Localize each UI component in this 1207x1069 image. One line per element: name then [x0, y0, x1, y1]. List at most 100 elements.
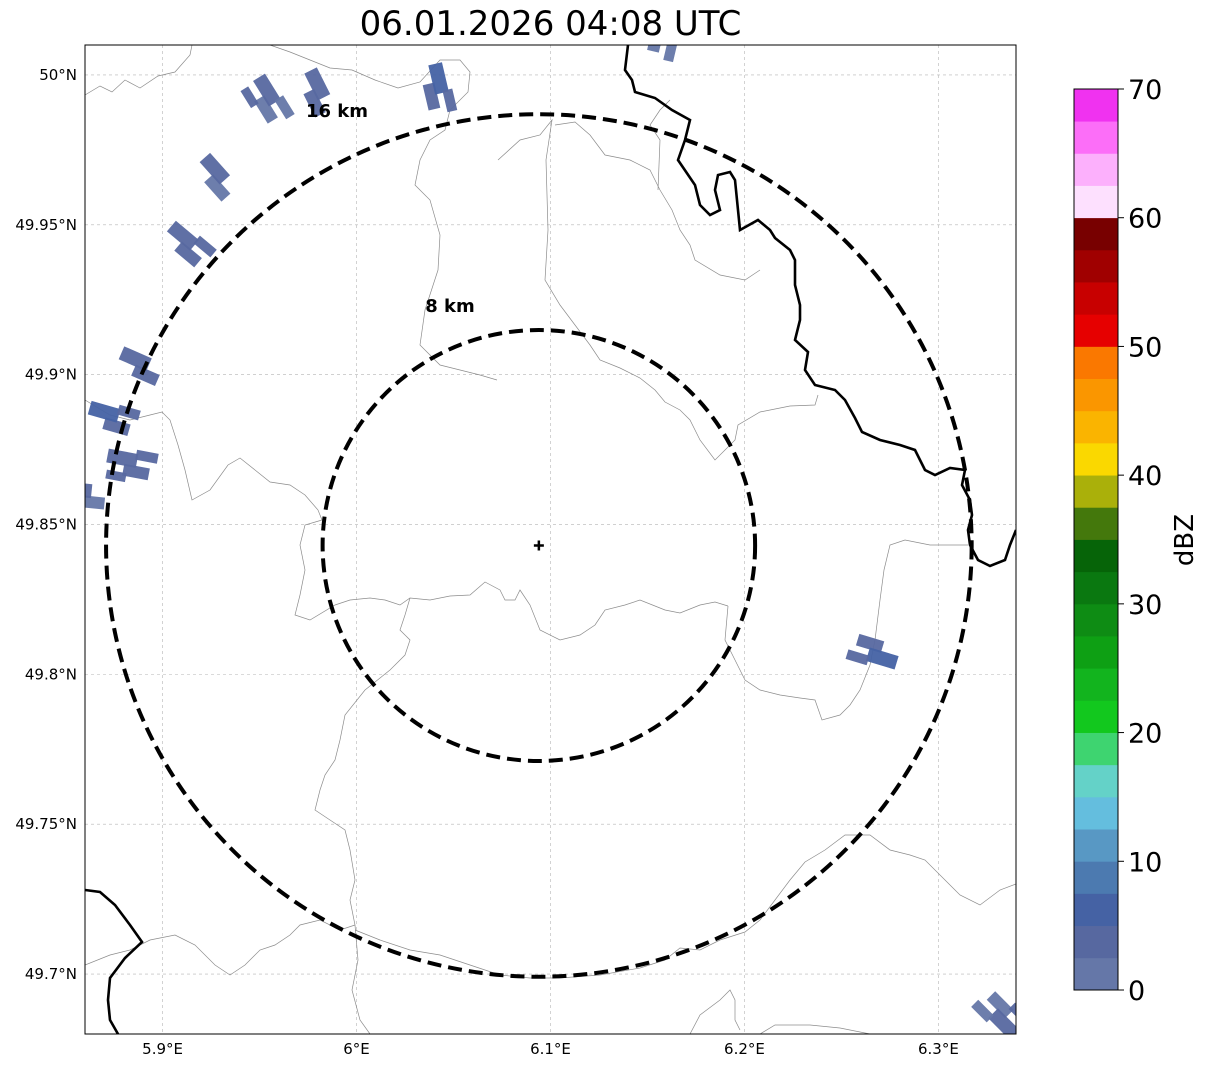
boundary-line	[649, 99, 671, 191]
range-ring-label-8km: 8 km	[425, 296, 475, 317]
lon-tick-label: 6°E	[343, 1040, 370, 1058]
echo-gate	[442, 88, 458, 113]
colorbar-segment	[1074, 539, 1118, 573]
colorbar-segment	[1074, 764, 1118, 798]
colorbar-tick-label: 50	[1128, 332, 1162, 363]
echo-gate	[166, 220, 199, 251]
map-frame	[84, 44, 1017, 1035]
colorbar-segment	[1074, 282, 1118, 315]
echo-gate	[303, 88, 326, 118]
colorbar-segment	[1074, 603, 1118, 637]
echo-gate	[274, 95, 295, 120]
echo-gate	[254, 95, 278, 124]
lon-tick-label: 6.3°E	[918, 1040, 959, 1058]
echo-gate	[240, 86, 259, 109]
border-line-east	[623, 45, 1016, 568]
colorbar-segment	[1074, 668, 1118, 701]
echo-gate	[971, 999, 994, 1023]
echo-gate	[865, 647, 899, 670]
colorbar-segment	[1074, 700, 1118, 733]
colorbar-segment	[1074, 314, 1118, 347]
latitude-tick-labels: 50°N 49.95°N 49.9°N 49.85°N 49.8°N 49.75°N 49.…	[15, 66, 77, 983]
lat-tick-label: 50°N	[39, 66, 77, 84]
colorbar-segment	[1074, 378, 1118, 412]
colorbar-tick-label: 0	[1128, 976, 1145, 1007]
colorbar-segment	[1074, 346, 1118, 380]
boundary-line	[554, 121, 761, 281]
radar-echo	[422, 62, 458, 113]
echo-gate	[135, 449, 159, 464]
boundary-line	[724, 539, 968, 721]
radar-echo	[166, 220, 217, 268]
lat-tick-label: 49.85°N	[15, 516, 77, 534]
boundary-line	[269, 45, 498, 381]
commune-boundaries	[85, 45, 1016, 1034]
national-borders	[85, 45, 1016, 1034]
lat-tick-label: 49.75°N	[15, 815, 77, 833]
radar-echoes	[85, 8, 1016, 1034]
echo-gate	[122, 463, 150, 481]
colorbar-tick-label: 60	[1128, 204, 1162, 235]
colorbar-tick-label: 40	[1128, 461, 1162, 492]
colorbar-segment	[1074, 185, 1118, 219]
echo-gate	[85, 494, 106, 510]
echo-gate	[87, 400, 121, 423]
radar-echo	[646, 8, 680, 63]
radar-echo	[118, 346, 160, 387]
colorbar-segment	[1074, 410, 1118, 444]
colorbar-segment	[1074, 861, 1118, 894]
echo-gate	[988, 1008, 1016, 1034]
boundary-line	[85, 45, 193, 96]
colorbar-segment	[1074, 507, 1118, 540]
echo-gate	[646, 8, 659, 30]
lat-tick-label: 49.95°N	[15, 216, 77, 234]
radar-echo	[971, 991, 1016, 1034]
colorbar-segment	[1074, 475, 1118, 508]
lon-tick-label: 6.1°E	[530, 1040, 571, 1058]
boundary-line	[294, 519, 729, 641]
longitude-tick-labels: 5.9°E 6°E 6.1°E 6.2°E 6.3°E	[142, 1040, 959, 1058]
colorbar-tick-label: 30	[1128, 590, 1162, 621]
lat-tick-label: 49.8°N	[25, 665, 77, 683]
radar-echo	[85, 481, 106, 510]
echo-gate	[199, 152, 231, 185]
colorbar-segment	[1074, 796, 1118, 830]
echo-gate	[118, 346, 152, 372]
lat-tick-label: 49.9°N	[25, 366, 77, 384]
range-ring	[104, 112, 974, 979]
echo-gate	[986, 991, 1014, 1019]
colorbar-segment	[1074, 893, 1118, 927]
echo-gate	[845, 649, 870, 666]
colorbar-segment	[1074, 636, 1118, 669]
range-ring	[320, 328, 758, 763]
colorbar-segment	[1074, 957, 1118, 991]
lon-tick-label: 5.9°E	[142, 1040, 183, 1058]
echo-gate	[304, 67, 331, 101]
radar-echo	[199, 152, 231, 202]
echo-gate	[647, 45, 665, 53]
colorbar-segment	[1074, 442, 1118, 476]
map-title: 06.01.2026 04:08 UTC	[359, 4, 742, 44]
colorbar-segment	[1074, 925, 1118, 959]
colorbar-label: dBZ	[1170, 514, 1200, 566]
colorbar-tick-label: 70	[1128, 75, 1162, 106]
boundary-line	[689, 989, 741, 1034]
colorbar-segment	[1074, 89, 1118, 122]
colorbar-segment	[1074, 732, 1118, 766]
border-line-southwest	[85, 888, 144, 1034]
range-rings	[104, 112, 974, 979]
colorbar: 0 10 20 30 40 50 60 70	[1073, 75, 1162, 1007]
echo-gate	[1008, 1002, 1016, 1024]
echo-gate	[131, 364, 160, 387]
colorbar-segment	[1074, 217, 1118, 251]
colorbar-segment	[1074, 153, 1118, 186]
range-ring-label-16km: 16 km	[306, 101, 368, 122]
colorbar-segment	[1074, 121, 1118, 154]
echo-gate	[204, 174, 231, 202]
lat-tick-label: 49.7°N	[25, 965, 77, 983]
echo-gate	[193, 235, 217, 258]
boundary-line	[497, 118, 819, 461]
radar-echo	[303, 67, 331, 118]
echo-gate	[660, 9, 680, 41]
